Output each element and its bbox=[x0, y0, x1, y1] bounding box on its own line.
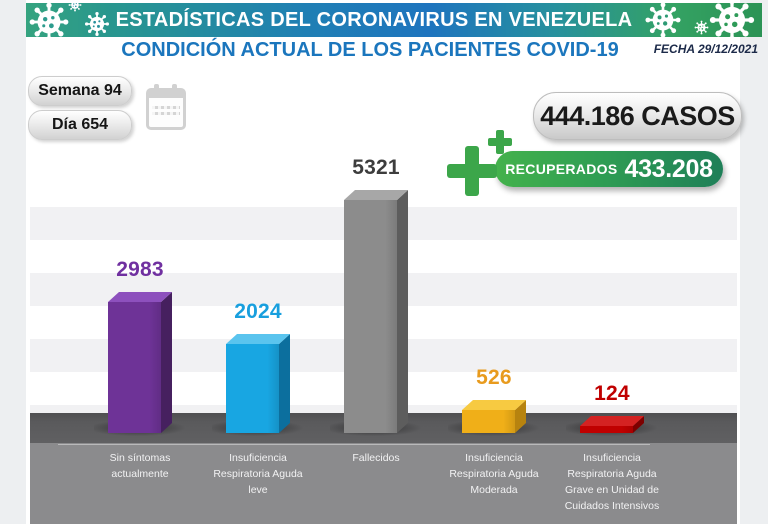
bar-category-label: Insuficiencia Respiratoria Aguda Grave e… bbox=[564, 452, 660, 512]
virus-icon bbox=[28, 1, 70, 43]
bar-value-label: 5321 bbox=[352, 156, 400, 179]
virus-icon bbox=[84, 11, 110, 37]
calendar-icon bbox=[146, 84, 186, 130]
category-axis-band bbox=[30, 443, 737, 524]
virus-icon bbox=[68, 0, 82, 12]
total-cases-badge: 444.186 CASOS bbox=[533, 92, 742, 140]
bar-side-face bbox=[633, 416, 644, 433]
page-margin-right bbox=[740, 0, 768, 524]
calendar-header-bar bbox=[149, 91, 183, 98]
bar-front-face bbox=[226, 344, 279, 433]
page-margin-left bbox=[0, 0, 26, 524]
bar-front-face bbox=[580, 426, 633, 433]
virus-icon bbox=[694, 20, 709, 35]
bar-top-face bbox=[462, 400, 526, 410]
bar-value-label: 124 bbox=[594, 382, 630, 405]
medical-cross-icon bbox=[446, 144, 502, 198]
plus-icon bbox=[488, 130, 512, 154]
header-title: ESTADÍSTICAS DEL CORONAVIRUS EN VENEZUEL… bbox=[115, 8, 633, 31]
bar-top-face bbox=[580, 416, 644, 426]
bar-value-label: 2024 bbox=[234, 300, 282, 323]
date-label: FECHA 29/12/2021 bbox=[653, 42, 758, 56]
bar-category-label: Insuficiencia Respiratoria Aguda Moderad… bbox=[449, 452, 539, 496]
bar-top-face bbox=[226, 334, 290, 344]
bar-side-face bbox=[279, 334, 290, 433]
bar-front-face bbox=[462, 410, 515, 433]
header-band: ESTADÍSTICAS DEL CORONAVIRUS EN VENEZUEL… bbox=[26, 0, 762, 44]
bar-top-face bbox=[344, 190, 408, 200]
bar-category-label: Insuficiencia Respiratoria Aguda leve bbox=[213, 452, 303, 496]
recovered-value: 433.208 bbox=[624, 154, 713, 183]
page-subtitle: CONDICIÓN ACTUAL DE LOS PACIENTES COVID-… bbox=[121, 39, 619, 61]
bar-value-label: 526 bbox=[476, 366, 512, 389]
recovered-badge: RECUPERADOS 433.208 bbox=[495, 151, 723, 187]
bar-side-face bbox=[515, 400, 526, 433]
calendar-ring bbox=[172, 84, 177, 93]
calendar-date-grid bbox=[152, 106, 180, 118]
week-badge: Semana 94 bbox=[28, 76, 132, 106]
bar-chart: 2983 Sin síntomas actualmente 2024 Insufici… bbox=[30, 140, 737, 524]
category-axis-line bbox=[58, 444, 650, 445]
bar-front-face bbox=[108, 302, 161, 433]
bar-top-face bbox=[108, 292, 172, 302]
calendar-ring bbox=[154, 84, 159, 93]
bar-front-face bbox=[344, 200, 397, 433]
bar-value-label: 2983 bbox=[116, 258, 164, 281]
recovered-label: RECUPERADOS bbox=[505, 161, 618, 177]
bar-side-face bbox=[397, 190, 408, 433]
bar-side-face bbox=[161, 292, 172, 433]
bar-category-label: Sin síntomas actualmente bbox=[109, 452, 171, 480]
day-badge: Día 654 bbox=[28, 110, 132, 140]
bar-category-label: Fallecidos bbox=[352, 452, 400, 464]
